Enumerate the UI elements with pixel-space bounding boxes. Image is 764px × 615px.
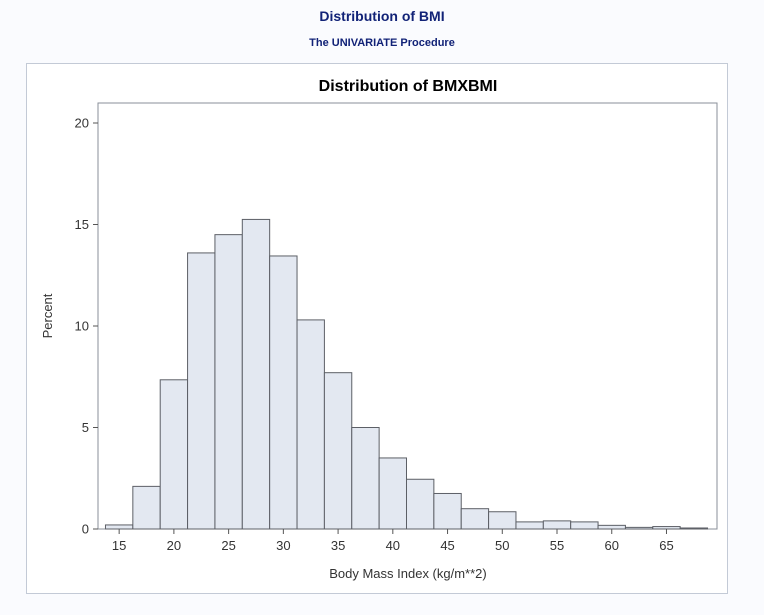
histogram-bar xyxy=(406,478,435,530)
histogram-bar xyxy=(597,524,626,530)
y-tick-label: 15 xyxy=(75,217,89,232)
histogram-bar xyxy=(542,520,572,530)
histogram-bar xyxy=(488,511,517,530)
histogram-bar xyxy=(378,457,408,530)
x-axis: 15 20 25 30 35 40 45 50 55 60 65 xyxy=(112,529,674,553)
y-axis-label: Percent xyxy=(40,293,55,338)
histogram-bar xyxy=(214,234,243,530)
x-tick-label: 55 xyxy=(550,538,564,553)
y-axis: 0 5 10 15 20 xyxy=(75,116,98,537)
histogram-bar xyxy=(679,527,709,530)
histogram-bar xyxy=(132,485,161,530)
x-tick-label: 35 xyxy=(331,538,345,553)
histogram-bar xyxy=(187,252,216,530)
y-tick-label: 5 xyxy=(82,420,89,435)
x-tick-label: 65 xyxy=(659,538,673,553)
bars-group xyxy=(104,218,709,530)
histogram-bar xyxy=(460,508,490,530)
x-tick-label: 15 xyxy=(112,538,126,553)
procedure-title: The UNIVARIATE Procedure xyxy=(309,37,455,49)
x-tick-label: 60 xyxy=(605,538,619,553)
histogram-bar xyxy=(159,379,189,530)
histogram-bar xyxy=(351,427,380,530)
x-tick-label: 50 xyxy=(495,538,509,553)
y-tick-label: 20 xyxy=(75,116,89,131)
chart-title: Distribution of BMXBMI xyxy=(319,78,498,95)
y-tick-label: 0 xyxy=(82,522,89,537)
histogram-bar xyxy=(433,492,462,530)
x-tick-label: 40 xyxy=(386,538,400,553)
x-tick-label: 20 xyxy=(167,538,181,553)
histogram-bar xyxy=(570,521,599,530)
histogram-bar xyxy=(652,526,681,530)
x-axis-label: Body Mass Index (kg/m**2) xyxy=(329,566,487,581)
report-title: Distribution of BMI xyxy=(319,8,445,24)
histogram-bar xyxy=(624,526,654,530)
x-tick-label: 45 xyxy=(440,538,454,553)
histogram-bar xyxy=(296,319,325,530)
x-tick-label: 30 xyxy=(276,538,290,553)
histogram-bar xyxy=(241,218,271,530)
histogram-bar xyxy=(269,255,298,530)
histogram-bar xyxy=(323,372,353,530)
x-tick-label: 25 xyxy=(221,538,235,553)
histogram-bar xyxy=(515,521,544,530)
y-tick-label: 10 xyxy=(75,319,89,334)
histogram-bar xyxy=(104,524,134,530)
